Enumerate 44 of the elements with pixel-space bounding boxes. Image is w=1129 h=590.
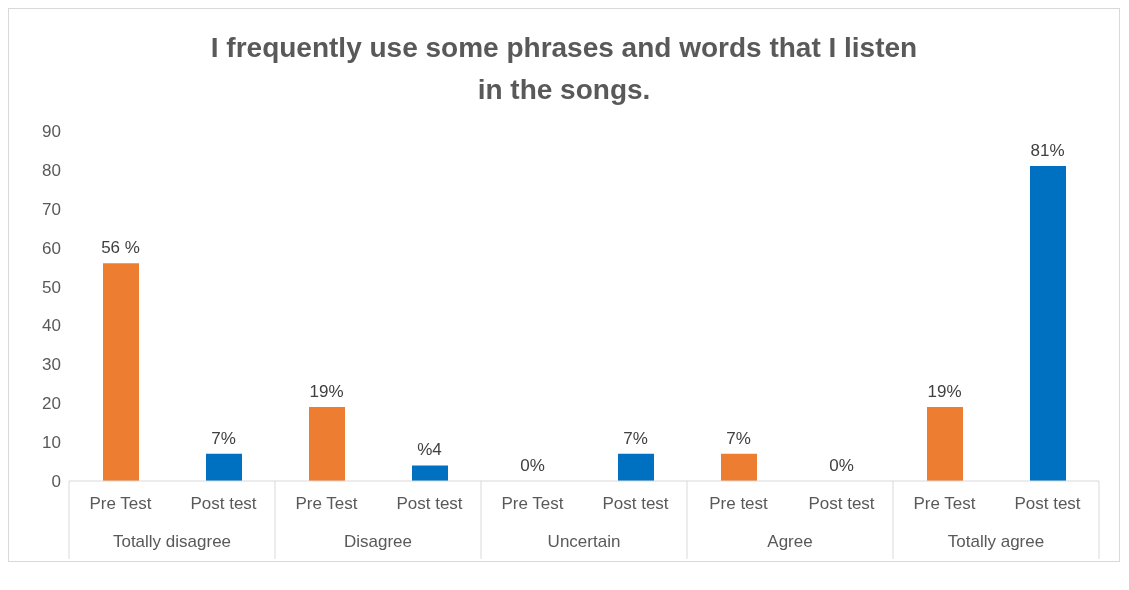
x-tick-label: Pre Test (295, 494, 358, 513)
bar (412, 465, 448, 481)
data-label: 0% (829, 456, 854, 475)
x-tick-label: Post test (808, 494, 875, 513)
x-tick-label: Pre Test (501, 494, 564, 513)
y-tick-label: 20 (42, 394, 61, 414)
data-label: 56 % (101, 238, 140, 258)
x-tick-label: Post test (396, 494, 463, 513)
data-label: 19% (927, 382, 962, 402)
x-tick-label: Post test (1014, 494, 1081, 513)
text: Agree (767, 532, 813, 551)
text: Disagree (343, 532, 413, 551)
bar (206, 453, 242, 481)
y-tick-label: 60 (42, 238, 61, 258)
bar (103, 263, 139, 481)
x-tick-label: Pre test (709, 494, 769, 513)
x-tick-label: Post test (190, 494, 257, 513)
y-tick-label: 50 (42, 277, 61, 297)
y-tick-label: 30 (42, 355, 61, 375)
bar (1030, 166, 1066, 481)
y-tick-label: 40 (42, 316, 61, 336)
text: Totally disagree (112, 532, 232, 551)
x-tick-label: Post test (602, 494, 669, 513)
bar (618, 453, 654, 481)
bar (927, 407, 963, 481)
data-label: %4 (417, 440, 442, 460)
x-tick-label: Pre Test (89, 494, 152, 513)
data-label: 7% (726, 428, 751, 448)
chart-title: I frequently use some phrases and words that I listen in the songs. (209, 31, 919, 107)
data-label: 7% (623, 428, 648, 448)
y-tick-label: 80 (42, 160, 61, 180)
x-tick-label: Pre Test (913, 494, 976, 513)
text: Uncertain (547, 532, 621, 551)
data-label: 19% (309, 382, 344, 402)
data-label: 0% (520, 456, 545, 475)
y-tick-label: 10 (42, 433, 61, 453)
data-label: 7% (211, 428, 236, 448)
bar (309, 407, 345, 481)
data-label: 81% (1030, 141, 1065, 160)
text: Totally agree (947, 532, 1045, 551)
y-tick-label: 0 (51, 472, 61, 492)
y-tick-label: 70 (42, 199, 61, 219)
y-tick-label: 90 (42, 122, 61, 142)
bar (721, 453, 757, 481)
